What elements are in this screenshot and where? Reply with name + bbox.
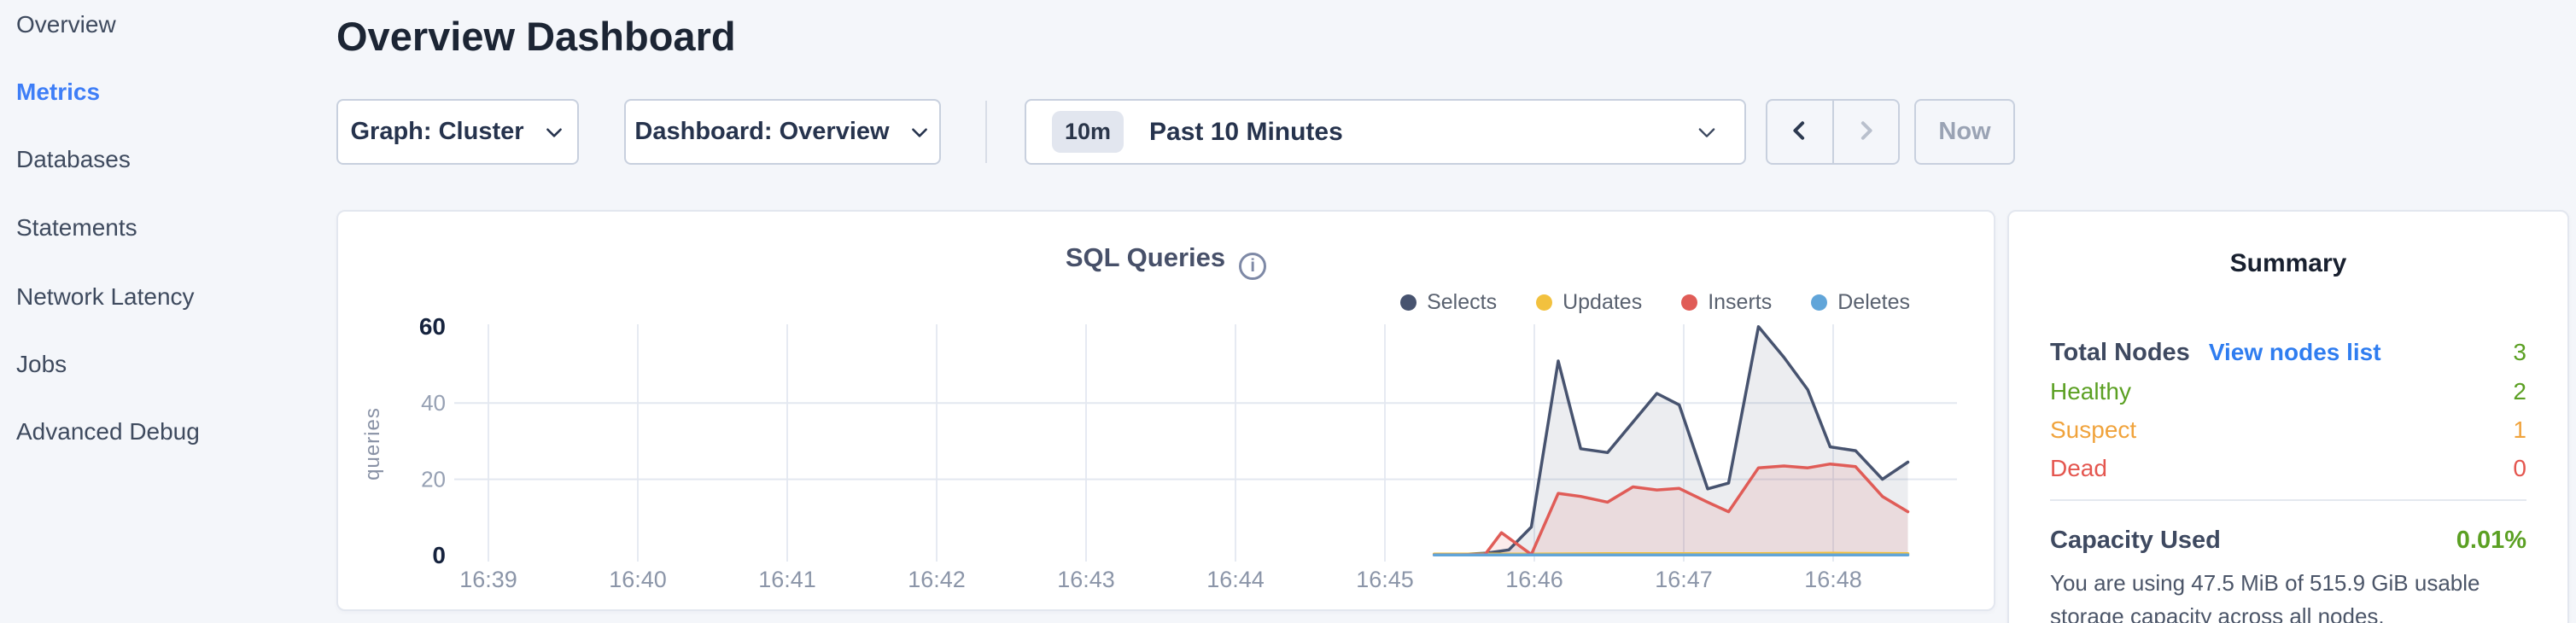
- dead-value: 0: [2513, 455, 2526, 481]
- time-range-dropdown[interactable]: 10m Past 10 Minutes: [1025, 99, 1746, 165]
- legend-item-deletes: Deletes: [1811, 290, 1910, 315]
- suspect-label: Suspect: [2050, 416, 2137, 443]
- sidebar-item-overview[interactable]: Overview: [16, 11, 116, 38]
- svg-text:queries: queries: [361, 407, 384, 480]
- chevron-left-icon: [1787, 118, 1813, 146]
- legend-item-updates: Updates: [1536, 290, 1642, 315]
- svg-text:16:45: 16:45: [1356, 567, 1414, 592]
- page-title: Overview Dashboard: [336, 14, 736, 59]
- summary-panel: Summary Total Nodes View nodes list 3 He…: [2007, 210, 2569, 623]
- dead-row: Dead 0: [2050, 449, 2526, 487]
- summary-divider: [2050, 499, 2526, 501]
- chart-legend: Selects Updates Inserts Deletes: [1400, 290, 1910, 315]
- legend-label: Deletes: [1837, 290, 1910, 314]
- svg-text:16:42: 16:42: [908, 567, 966, 592]
- legend-dot-deletes: [1811, 294, 1828, 311]
- legend-dot-selects: [1400, 294, 1417, 311]
- legend-item-selects: Selects: [1400, 290, 1497, 315]
- chart-title: SQL Queries: [1065, 242, 1226, 272]
- legend-label: Selects: [1427, 290, 1498, 314]
- svg-text:0: 0: [432, 542, 446, 568]
- healthy-label: Healthy: [2050, 378, 2131, 405]
- suspect-row: Suspect 1: [2050, 410, 2526, 449]
- sidebar-item-advanced-debug[interactable]: Advanced Debug: [16, 418, 200, 445]
- time-back-button[interactable]: [1767, 101, 1832, 163]
- sidebar-item-network-latency[interactable]: Network Latency: [16, 283, 195, 310]
- svg-text:16:48: 16:48: [1804, 567, 1862, 592]
- svg-text:16:44: 16:44: [1206, 567, 1265, 592]
- healthy-value: 2: [2513, 378, 2526, 405]
- legend-dot-updates: [1536, 294, 1553, 311]
- sidebar-item-metrics[interactable]: Metrics: [16, 79, 101, 105]
- suspect-value: 1: [2513, 416, 2526, 443]
- chevron-down-icon: [908, 121, 931, 143]
- graph-dropdown-label: Graph: Cluster: [350, 118, 524, 145]
- sql-queries-chart-card: 16:39 16:40 16:41 16:42 16:43 16:44 16:45 16:46…: [336, 210, 1995, 611]
- svg-text:16:46: 16:46: [1505, 567, 1563, 592]
- time-pager: [1766, 99, 1900, 165]
- sidebar-item-statements[interactable]: Statements: [16, 214, 137, 241]
- svg-text:16:47: 16:47: [1655, 567, 1713, 592]
- total-nodes-value: 3: [2513, 339, 2526, 365]
- dead-label: Dead: [2050, 455, 2107, 481]
- legend-label: Inserts: [1708, 290, 1773, 314]
- chevron-down-icon: [1695, 120, 1719, 144]
- toolbar-divider: [985, 101, 987, 163]
- total-nodes-label: Total Nodes: [2050, 339, 2190, 366]
- summary-rows: Total Nodes View nodes list 3 Healthy 2 …: [2050, 333, 2526, 487]
- legend-item-inserts: Inserts: [1681, 290, 1772, 315]
- svg-text:16:39: 16:39: [459, 567, 517, 592]
- now-button[interactable]: Now: [1914, 99, 2015, 165]
- dashboard-dropdown-label: Dashboard: Overview: [634, 118, 890, 145]
- chevron-right-icon: [1853, 118, 1878, 146]
- capacity-value: 0.01%: [2456, 527, 2526, 554]
- sidebar-item-databases[interactable]: Databases: [16, 146, 131, 172]
- legend-label: Updates: [1563, 290, 1643, 314]
- svg-text:16:43: 16:43: [1057, 567, 1115, 592]
- legend-dot-inserts: [1681, 294, 1698, 311]
- info-icon[interactable]: i: [1239, 253, 1267, 280]
- svg-text:16:41: 16:41: [758, 567, 816, 592]
- summary-title: Summary: [2229, 249, 2347, 277]
- dashboard-dropdown[interactable]: Dashboard: Overview: [624, 99, 941, 165]
- sidebar-item-jobs[interactable]: Jobs: [16, 351, 67, 377]
- svg-text:60: 60: [419, 313, 446, 340]
- healthy-row: Healthy 2: [2050, 372, 2526, 410]
- chevron-down-icon: [543, 121, 565, 143]
- capacity-label: Capacity Used: [2050, 527, 2221, 554]
- svg-text:20: 20: [421, 467, 446, 492]
- time-range-badge: 10m: [1052, 111, 1124, 153]
- time-range-label: Past 10 Minutes: [1149, 117, 1343, 146]
- sql-queries-chart[interactable]: 16:39 16:40 16:41 16:42 16:43 16:44 16:45 16:46…: [338, 212, 1997, 613]
- capacity-description: You are using 47.5 MiB of 515.9 GiB usab…: [2050, 570, 2480, 623]
- capacity-row: Capacity Used 0.01%: [2050, 521, 2526, 560]
- svg-text:16:40: 16:40: [609, 567, 667, 592]
- graph-dropdown[interactable]: Graph: Cluster: [336, 99, 579, 165]
- time-forward-button[interactable]: [1831, 101, 1899, 163]
- total-nodes-row: Total Nodes View nodes list 3: [2050, 333, 2526, 372]
- svg-text:40: 40: [421, 390, 446, 416]
- view-nodes-list-link[interactable]: View nodes list: [2208, 339, 2381, 365]
- sidebar: Overview Metrics Databases Statements Ne…: [0, 0, 333, 623]
- chart-title-row: SQL Queries i: [338, 242, 1994, 280]
